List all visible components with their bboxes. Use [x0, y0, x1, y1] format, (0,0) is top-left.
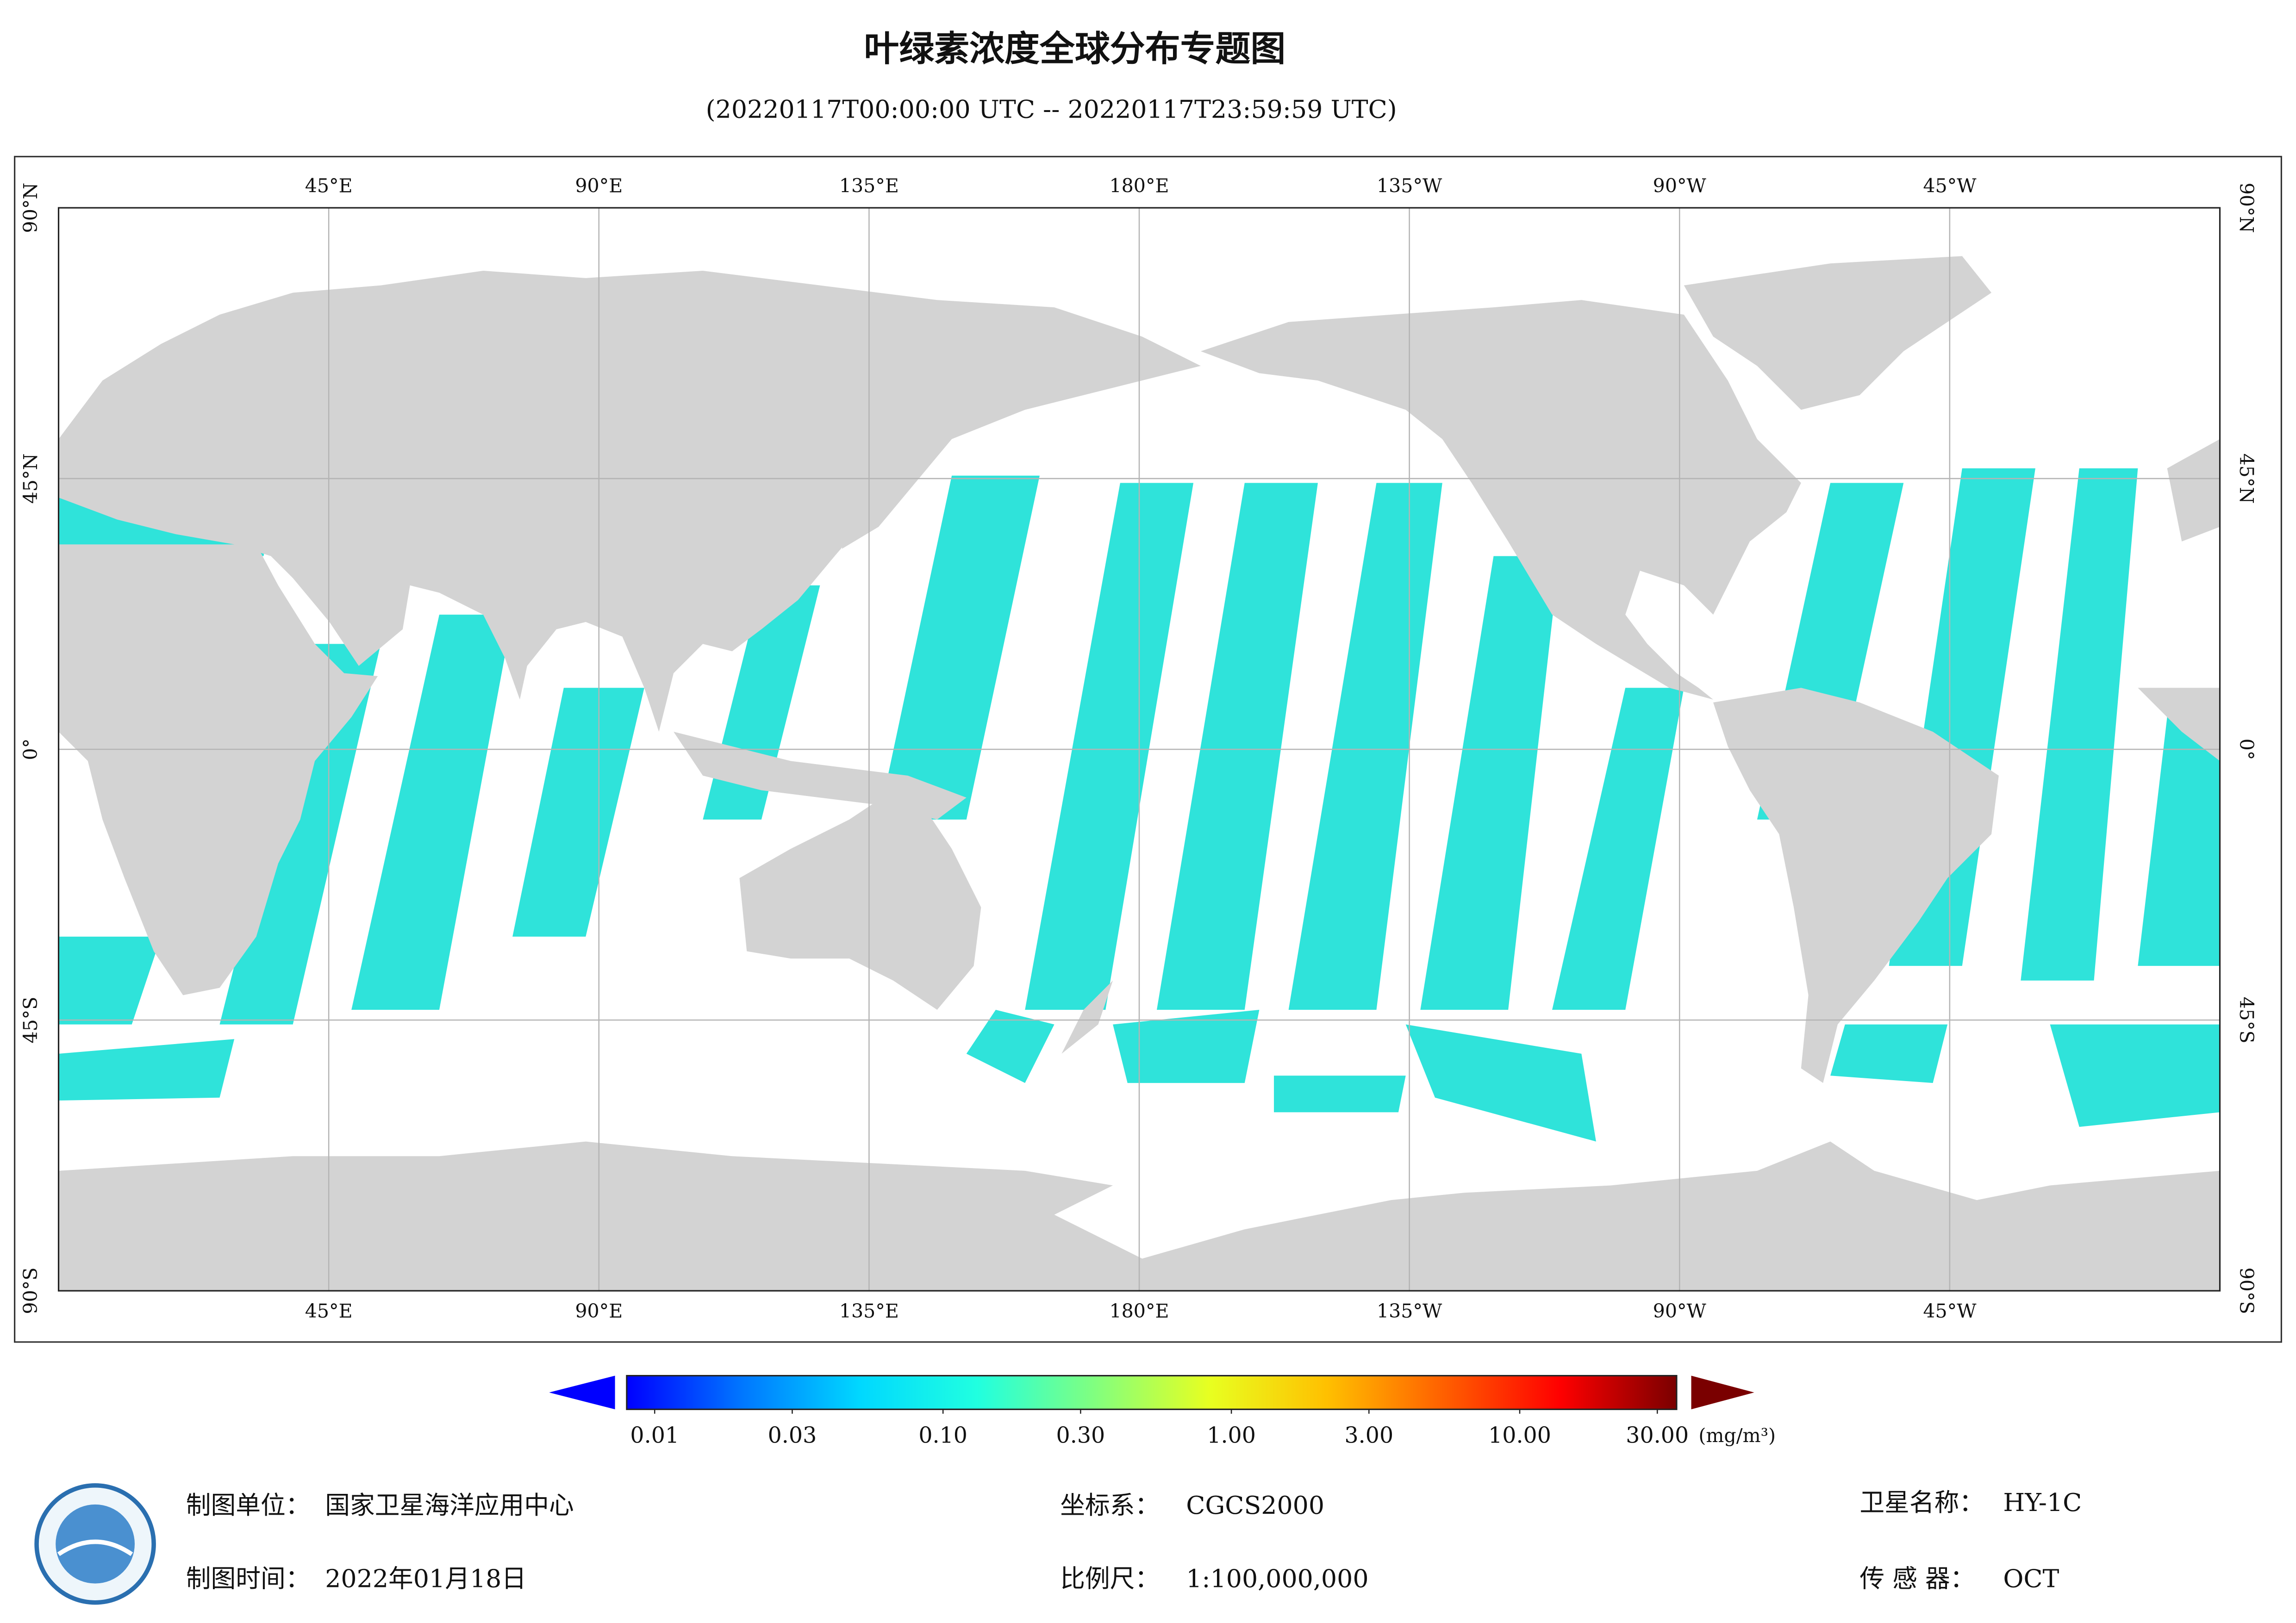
footer-label: 卫星名称： [1859, 1488, 1984, 1517]
emblem [34, 1483, 156, 1605]
lon-label: 45°W [1923, 174, 1977, 197]
swath [512, 688, 644, 937]
lon-label: 45°E [305, 1300, 353, 1322]
swath [2050, 1024, 2220, 1127]
colorbar-tick-label: 0.10 [918, 1423, 967, 1448]
lon-label: 90°W [1653, 174, 1707, 197]
logo-wave [57, 1539, 133, 1556]
africa-west [2138, 688, 2220, 761]
graticule: 45°E 45°E 90°E 90°E 135°E 135°E 180°E 180°E 135°… [19, 174, 2258, 1322]
colorbar: 0.01 0.03 0.10 0.30 1.00 3.00 10.00 30.00 (mg/m³… [549, 1374, 1776, 1448]
footer-label: 传 感 器： [1859, 1564, 1975, 1593]
colorbar-tick-label: 3.00 [1344, 1423, 1393, 1448]
colorbar-tick-label: 0.30 [1056, 1423, 1105, 1448]
south-america [1713, 688, 1999, 1083]
swath [58, 936, 161, 1025]
footer-value: CGCS2000 [1186, 1491, 1324, 1520]
lon-label: 135°E [839, 174, 899, 197]
colorbar-tick-label: 30.00 [1626, 1423, 1689, 1448]
japan [842, 439, 916, 549]
swath [2138, 717, 2220, 966]
colorbar-arrow-low [549, 1375, 615, 1410]
lat-label: 45°S [19, 997, 42, 1044]
colorbar-tick-label: 0.01 [630, 1423, 679, 1448]
lon-label: 180°E [1109, 1300, 1169, 1322]
footer: 制图单位： 国家卫星海洋应用中心 制图时间： 2022年01月18日 坐标系： … [186, 1488, 2082, 1593]
lat-label: 45°N [2235, 454, 2258, 504]
lon-label: 45°W [1923, 1300, 1977, 1322]
footer-label: 制图时间： [186, 1564, 311, 1593]
colorbar-tick-label: 1.00 [1207, 1423, 1256, 1448]
colorbar-arrow-high [1691, 1375, 1754, 1410]
footer-value: OCT [2003, 1564, 2059, 1593]
lon-label: 90°E [575, 1300, 623, 1322]
colorbar-tick-label: 0.03 [768, 1423, 817, 1448]
footer-value: HY-1C [2003, 1488, 2082, 1517]
lon-label: 135°W [1377, 174, 1442, 197]
north-america [1200, 300, 1801, 700]
subtitle: (20220117T00:00:00 UTC -- 20220117T23:59… [706, 94, 1397, 124]
swath [58, 1039, 235, 1101]
lat-label: 45°N [19, 454, 42, 504]
swath [1113, 1009, 1260, 1083]
lat-label: 90°S [2235, 1268, 2258, 1314]
footer-label: 比例尺： [1060, 1564, 1160, 1593]
swath [2021, 468, 2138, 981]
swath [351, 615, 513, 1010]
swath [1274, 1076, 1406, 1113]
footer-value: 国家卫星海洋应用中心 [325, 1491, 574, 1520]
lat-label: 0° [2235, 739, 2258, 760]
colorbar-unit: (mg/m³) [1698, 1424, 1776, 1447]
africa [58, 544, 378, 995]
lon-label: 45°E [305, 174, 353, 197]
map-border [57, 207, 2221, 1292]
lon-label: 135°W [1377, 1300, 1442, 1322]
map-frame [14, 155, 2282, 1343]
map-area: 45°E 45°E 90°E 90°E 135°E 135°E 180°E 180°E 135°… [19, 174, 2258, 1322]
swath [1156, 483, 1318, 1010]
title: 叶绿素浓度全球分布专题图 [864, 29, 1285, 69]
lat-label: 90°N [2235, 183, 2258, 233]
footer-value: 1:100,000,000 [1186, 1564, 1368, 1593]
swath [1552, 688, 1684, 1010]
greenland [1684, 256, 1992, 410]
eurasia [58, 271, 1201, 732]
swath [878, 475, 1040, 820]
lat-label: 90°S [19, 1268, 42, 1314]
swath [1025, 483, 1194, 1010]
colorbar-tick-label: 10.00 [1488, 1423, 1551, 1448]
swath [1830, 1024, 1948, 1083]
footer-label: 坐标系： [1060, 1491, 1160, 1520]
lon-label: 90°W [1653, 1300, 1707, 1322]
europe-west [2167, 439, 2220, 542]
lat-label: 0° [19, 739, 42, 760]
footer-label: 制图单位： [186, 1491, 311, 1520]
lat-label: 90°N [19, 183, 42, 233]
new-zealand [1061, 980, 1113, 1054]
footer-value: 2022年01月18日 [325, 1564, 526, 1593]
swath [1405, 1024, 1596, 1142]
lon-label: 180°E [1109, 174, 1169, 197]
swath [219, 644, 381, 1025]
australia [739, 790, 981, 1010]
swath [1420, 556, 1560, 1010]
lat-label: 45°S [2235, 997, 2258, 1044]
lon-label: 135°E [839, 1300, 899, 1322]
swath [966, 1009, 1054, 1083]
colorbar-bar [626, 1374, 1678, 1410]
lon-label: 90°E [575, 174, 623, 197]
swath [1288, 483, 1442, 1010]
